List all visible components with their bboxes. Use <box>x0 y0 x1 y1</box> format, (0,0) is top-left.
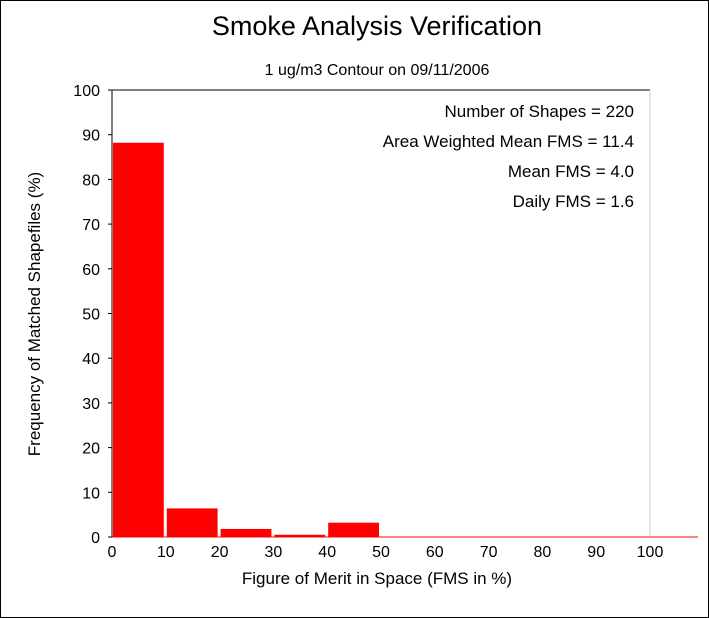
y-tick-label: 20 <box>82 441 100 458</box>
axes-group <box>111 89 651 537</box>
y-axis-label: Frequency of Matched Shapefiles (%) <box>25 172 44 456</box>
bar <box>113 142 164 537</box>
y-tick-label: 10 <box>82 485 100 502</box>
x-tick-label: 10 <box>157 544 175 561</box>
chart-title: Smoke Analysis Verification <box>212 11 542 41</box>
y-tick-label: 100 <box>73 83 100 100</box>
x-tick-label: 100 <box>637 544 664 561</box>
chart-subtitle: 1 ug/m3 Contour on 09/11/2006 <box>265 62 490 79</box>
x-tick-label: 40 <box>318 544 336 561</box>
x-tick-label: 20 <box>211 544 229 561</box>
bars-group <box>112 142 698 538</box>
y-tick-label: 50 <box>82 307 100 324</box>
y-tick-label: 60 <box>82 262 100 279</box>
stat-line: Number of Shapes = 220 <box>445 102 634 121</box>
stats-box: Number of Shapes = 220 Area Weighted Mean… <box>383 102 634 211</box>
bar <box>220 528 272 537</box>
y-tick-label: 70 <box>82 217 100 234</box>
x-tick-label: 30 <box>265 544 283 561</box>
stat-line: Mean FMS = 4.0 <box>508 162 634 181</box>
y-tick-labels: 0 10 20 30 40 50 60 70 80 90 100 <box>73 83 112 547</box>
x-tick-label: 60 <box>426 544 444 561</box>
y-tick-label: 0 <box>91 530 100 547</box>
stat-line: Area Weighted Mean FMS = 11.4 <box>383 132 634 151</box>
y-tick-label: 40 <box>82 351 100 368</box>
x-axis-label: Figure of Merit in Space (FMS in %) <box>242 569 512 588</box>
x-tick-label: 70 <box>480 544 498 561</box>
y-tick-label: 80 <box>82 172 100 189</box>
y-tick-label: 30 <box>82 396 100 413</box>
y-tick-label: 90 <box>82 128 100 145</box>
bar <box>166 508 218 537</box>
x-tick-label: 0 <box>108 544 117 561</box>
stat-line: Daily FMS = 1.6 <box>513 192 634 211</box>
x-tick-label: 50 <box>372 544 390 561</box>
x-tick-label: 90 <box>587 544 605 561</box>
bar <box>274 534 326 537</box>
x-tick-labels: 0 10 20 30 40 50 60 70 80 90 100 <box>108 544 664 561</box>
x-tick-label: 80 <box>534 544 552 561</box>
bar <box>328 522 379 537</box>
